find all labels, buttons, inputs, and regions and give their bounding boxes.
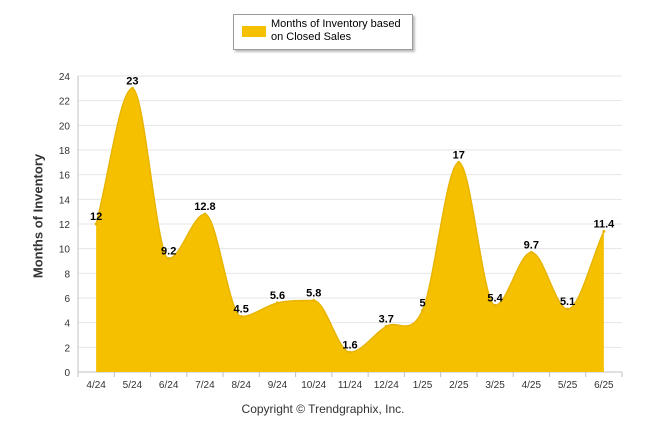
data-point	[239, 315, 243, 318]
x-tick-label: 11/24	[338, 380, 363, 391]
x-tick-label: 6/24	[159, 380, 179, 391]
data-label: 9.2	[161, 246, 176, 258]
y-tick-label: 4	[64, 319, 70, 330]
y-tick-label: 24	[59, 72, 71, 83]
y-tick-label: 2	[64, 343, 70, 354]
x-tick-label: 2/25	[449, 380, 469, 391]
data-label: 5.4	[487, 292, 503, 304]
x-tick-label: 8/24	[231, 380, 251, 391]
chart-legend: Months of Inventory based on Closed Sale…	[233, 14, 413, 50]
data-label: 12.8	[194, 201, 215, 213]
x-tick-label: 6/25	[594, 380, 614, 391]
data-point	[94, 222, 98, 226]
y-tick-label: 8	[64, 269, 70, 280]
data-label: 5	[419, 297, 425, 309]
data-point	[529, 250, 533, 254]
y-tick-label: 10	[59, 245, 71, 256]
data-point	[312, 298, 316, 302]
data-point	[130, 86, 134, 90]
data-point	[493, 303, 497, 307]
x-tick-label: 5/24	[123, 380, 143, 391]
x-tick-label: 7/24	[195, 380, 215, 391]
data-label: 5.6	[270, 290, 285, 302]
x-tick-label: 4/25	[522, 380, 542, 391]
series-area	[96, 88, 604, 372]
x-tick-label: 9/24	[268, 380, 288, 391]
x-tick-label: 10/24	[301, 380, 326, 391]
data-point	[384, 324, 388, 328]
x-tick-label: 5/25	[558, 380, 578, 391]
legend-series-name: Months of Inventory based on Closed Sale…	[271, 18, 401, 43]
y-tick-label: 22	[59, 97, 71, 108]
data-label: 17	[453, 149, 465, 161]
data-point	[602, 229, 606, 233]
data-point	[348, 350, 352, 354]
data-point	[275, 301, 279, 305]
data-label: 1.6	[342, 339, 357, 351]
data-label: 3.7	[379, 313, 394, 325]
data-label: 23	[126, 75, 138, 87]
x-tick-label: 4/24	[86, 380, 106, 391]
y-tick-label: 12	[59, 220, 71, 231]
data-point	[457, 160, 461, 164]
data-label: 12	[90, 211, 102, 223]
data-label: 5.8	[306, 287, 321, 299]
y-tick-label: 14	[59, 195, 71, 206]
x-tick-label: 12/24	[374, 380, 399, 391]
data-label: 5.1	[560, 296, 575, 308]
data-point	[203, 212, 207, 216]
legend-swatch	[242, 26, 266, 37]
x-tick-label: 3/25	[485, 380, 505, 391]
y-tick-label: 16	[59, 171, 71, 182]
copyright-footer: Copyright © Trendgraphix, Inc.	[241, 402, 405, 416]
data-point	[167, 257, 171, 261]
y-tick-label: 0	[64, 368, 70, 379]
y-tick-label: 18	[59, 146, 71, 157]
data-label: 9.7	[524, 239, 539, 251]
data-label: 4.5	[234, 304, 249, 316]
y-tick-label: 20	[59, 121, 71, 132]
data-label: 11.4	[593, 218, 615, 230]
y-tick-label: 6	[64, 294, 70, 305]
data-point	[566, 307, 570, 311]
x-tick-label: 1/25	[413, 380, 433, 391]
data-point	[421, 308, 425, 312]
